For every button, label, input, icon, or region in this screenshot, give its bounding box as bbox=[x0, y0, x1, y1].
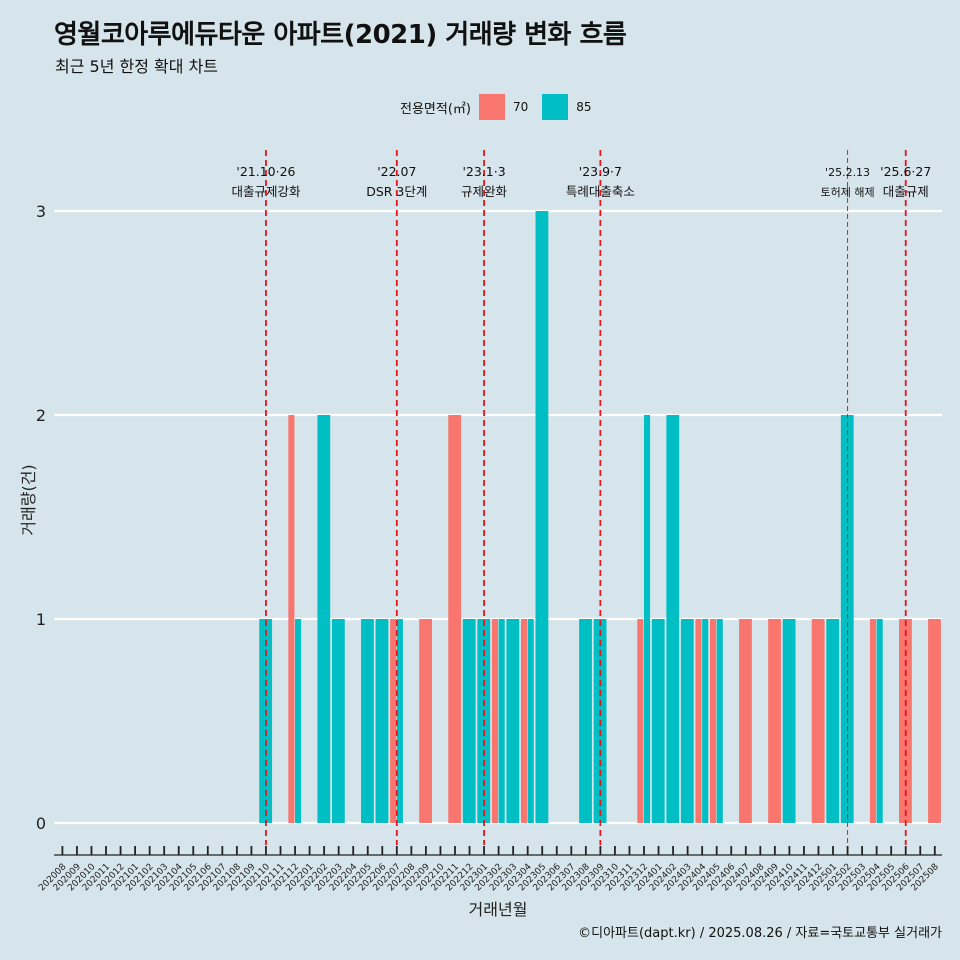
legend-title: 전용면적(㎡) bbox=[400, 101, 471, 117]
y-tick-label: 0 bbox=[36, 814, 46, 833]
bar-70-202508 bbox=[928, 619, 941, 823]
legend-key-70 bbox=[478, 94, 505, 120]
legend: 전용면적(㎡) 70 85 bbox=[400, 93, 598, 121]
bar-85-202504 bbox=[876, 619, 883, 823]
bar-70-202302 bbox=[491, 619, 498, 823]
x-axis-title: 거래년월 bbox=[469, 900, 528, 919]
bar-85-202304 bbox=[527, 619, 534, 823]
bar-85-202308 bbox=[579, 619, 592, 823]
event-text-label: 대출규제강화 bbox=[231, 184, 301, 199]
event-text-label: 특례대출축소 bbox=[566, 184, 635, 199]
caption: ©디아파트(dapt.kr) / 2025.08.26 / 자료=국토교통부 실… bbox=[578, 926, 942, 941]
bar-85-202205 bbox=[361, 619, 374, 823]
bar-85-202212 bbox=[462, 619, 476, 823]
bar-85-202112 bbox=[295, 619, 302, 823]
y-tick-label: 1 bbox=[36, 610, 46, 629]
bar-70-202207 bbox=[390, 619, 397, 823]
bar-70-202405 bbox=[710, 619, 717, 823]
y-tick-label: 2 bbox=[36, 406, 46, 425]
event-date-label: '23.1·3 bbox=[462, 164, 505, 179]
bar-85-202203 bbox=[331, 619, 345, 823]
bar-85-202501 bbox=[826, 619, 840, 823]
event-text-label: 규제완화 bbox=[461, 184, 508, 199]
bar-85-202401 bbox=[651, 619, 665, 823]
bar-85-202403 bbox=[680, 619, 694, 823]
event-date-label: '25.2.13 bbox=[825, 166, 870, 179]
y-axis-title: 거래량(건) bbox=[19, 464, 38, 535]
bar-85-202302 bbox=[498, 619, 505, 823]
bar-85-202404 bbox=[702, 619, 709, 823]
bar-85-202305 bbox=[535, 211, 549, 823]
bar-70-202112 bbox=[288, 415, 295, 823]
bar-70-202504 bbox=[869, 619, 877, 823]
event-text-label: 토허제 해제 bbox=[821, 185, 875, 199]
bar-85-202303 bbox=[506, 619, 520, 823]
event-date-label: '25.6·27 bbox=[880, 164, 931, 179]
legend-label-70: 70 bbox=[512, 100, 529, 114]
bar-85-202402 bbox=[666, 415, 680, 823]
event-text-label: DSR 3단계 bbox=[366, 184, 427, 199]
chart-title: 영월코아루에듀타운 아파트(2021) 거래량 변화 흐름 bbox=[54, 20, 627, 50]
bar-70-202407 bbox=[739, 619, 752, 823]
y-tick-label: 3 bbox=[36, 202, 46, 221]
bar-85-202312 bbox=[644, 415, 651, 823]
bar-85-202405 bbox=[716, 619, 723, 823]
chart-subtitle: 최근 5년 한정 확대 차트 bbox=[55, 57, 219, 76]
bar-85-202202 bbox=[317, 415, 331, 823]
legend-key-85 bbox=[542, 94, 569, 120]
legend-label-85: 85 bbox=[576, 100, 592, 114]
bar-85-202207 bbox=[396, 619, 403, 823]
bar-85-202206 bbox=[375, 619, 389, 823]
bar-70-202404 bbox=[695, 619, 702, 823]
event-date-label: '22.07 bbox=[377, 164, 416, 179]
bar-70-202211 bbox=[448, 415, 462, 823]
bar-85-202410 bbox=[782, 619, 796, 823]
bar-70-202304 bbox=[520, 619, 528, 823]
bar-70-202412 bbox=[811, 619, 825, 823]
event-date-label: '23.9·7 bbox=[579, 164, 622, 179]
event-date-label: '21.10·26 bbox=[236, 164, 295, 179]
bar-70-202209 bbox=[419, 619, 432, 823]
bar-70-202409 bbox=[768, 619, 781, 823]
bar-70-202312 bbox=[637, 619, 644, 823]
event-text-label: 대출규제 bbox=[883, 184, 929, 199]
